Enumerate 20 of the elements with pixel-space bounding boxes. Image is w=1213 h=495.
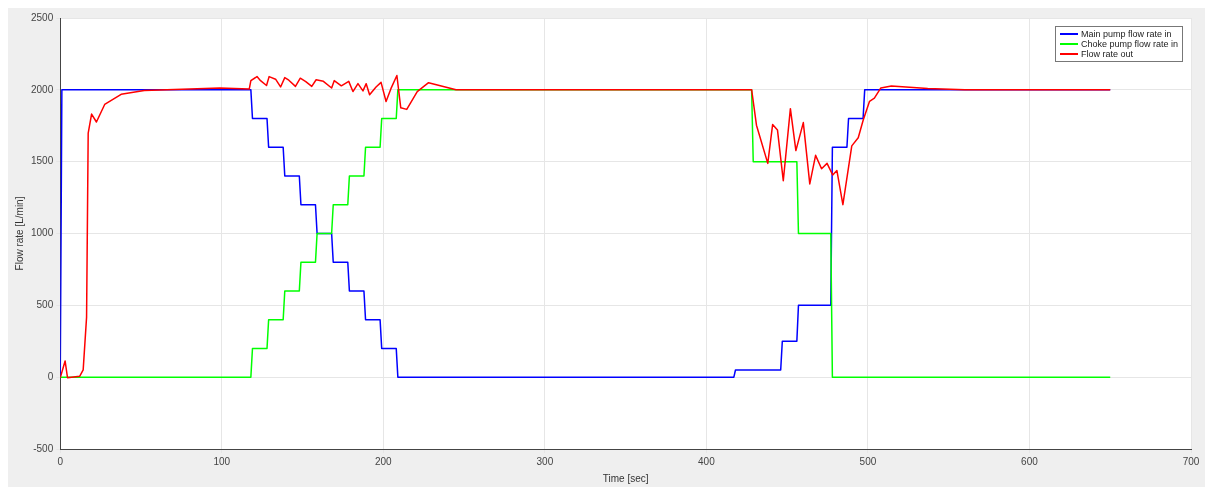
legend-label: Flow rate out	[1080, 49, 1133, 59]
x-tick-label: 300	[536, 455, 554, 467]
x-tick-label: 200	[374, 455, 393, 467]
y-axis-title: Flow rate [L/min]	[13, 196, 25, 271]
y-tick-label: 0	[47, 370, 54, 382]
x-tick-label: 500	[859, 455, 877, 467]
y-tick-label: 500	[36, 299, 54, 311]
x-tick-label: 600	[1021, 455, 1039, 467]
x-tick-label: 100	[213, 455, 231, 467]
x-tick-label: 0	[57, 455, 64, 467]
y-tick-label: 1500	[31, 155, 54, 167]
y-tick-label: 2500	[31, 11, 54, 23]
y-tick-label: 1000	[31, 227, 54, 239]
x-tick-label: 400	[698, 455, 716, 467]
legend-label: Main pump flow rate in	[1080, 29, 1172, 39]
legend-label: Choke pump flow rate in	[1080, 39, 1178, 49]
y-tick-label: 2000	[31, 83, 54, 95]
x-axis-title: Time [sec]	[602, 472, 649, 484]
x-tick-label: 700	[1182, 455, 1200, 467]
y-tick-label: -500	[33, 442, 54, 454]
